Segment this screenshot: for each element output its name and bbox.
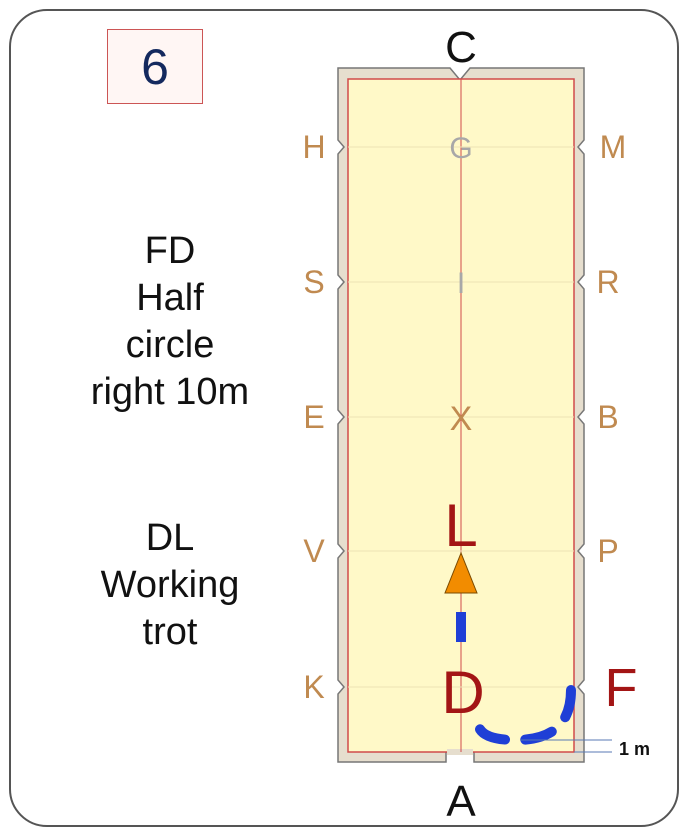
letter-V: V — [303, 533, 325, 569]
instruction-line: FD — [144, 230, 196, 272]
letter-P: P — [597, 533, 618, 569]
instruction-block-2: DL Working trot — [40, 515, 300, 656]
letter-R: R — [596, 264, 619, 300]
letter-X: X — [450, 400, 473, 438]
instruction-line: trot — [142, 611, 198, 653]
test-number-box: 6 — [107, 29, 203, 104]
letter-I: I — [457, 267, 465, 300]
instruction-line: right 10m — [90, 371, 250, 413]
instruction-line: DL — [145, 517, 195, 559]
instruction-line: Half — [136, 277, 204, 319]
test-number: 6 — [141, 38, 169, 95]
letter-L: L — [444, 492, 477, 559]
letter-B: B — [597, 399, 618, 435]
measurement-lines — [520, 739, 612, 753]
marker-lines — [348, 146, 574, 688]
letter-E: E — [303, 399, 324, 435]
letter-K: K — [303, 669, 324, 705]
letter-D: D — [441, 659, 484, 726]
instruction-line: circle — [125, 324, 215, 366]
letter-A: A — [446, 777, 476, 826]
direction-arrow — [444, 551, 478, 594]
letter-C: C — [445, 23, 477, 72]
half-circle-path — [473, 685, 576, 746]
letter-H: H — [302, 129, 325, 165]
letter-F: F — [605, 658, 638, 718]
instruction-line: Working — [100, 564, 240, 606]
arena-entrance — [447, 749, 473, 755]
letter-G: G — [449, 132, 472, 165]
measure-label: 1 m — [619, 739, 650, 759]
letter-S: S — [303, 264, 324, 300]
letter-M: M — [600, 129, 627, 165]
instruction-block-1: FD Half circle right 10m — [40, 228, 300, 416]
